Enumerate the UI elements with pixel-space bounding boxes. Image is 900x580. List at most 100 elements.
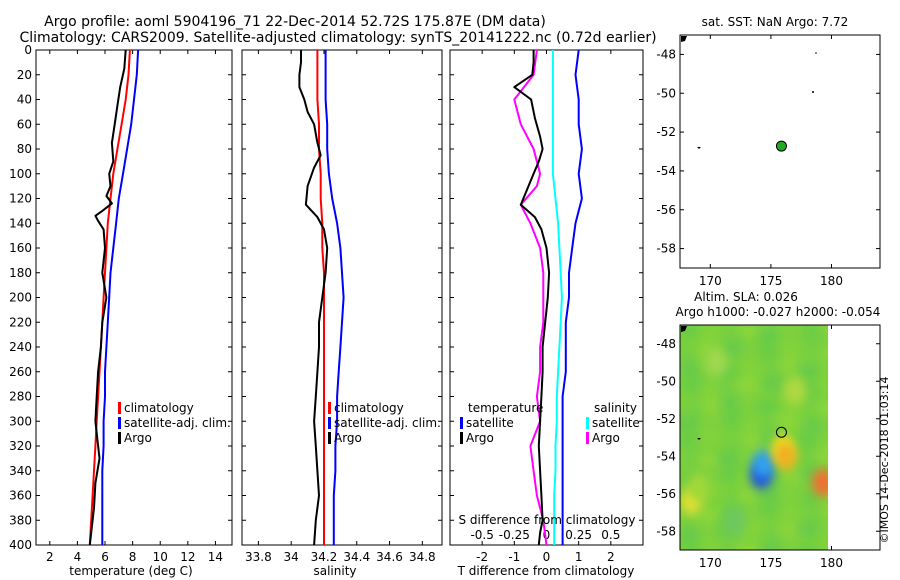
sla-cell — [804, 340, 826, 356]
s-diff-tick-label: 0 — [543, 528, 551, 542]
salinity-diff-legend-label: satellite — [592, 416, 640, 430]
sla-cell — [804, 505, 826, 521]
sla-cell — [817, 542, 828, 550]
sla-cell — [779, 523, 801, 539]
sla-anomaly — [812, 468, 828, 497]
sla_map-ytick-label: -48 — [656, 337, 676, 351]
depth-tick-label: 20 — [17, 68, 32, 82]
sla-cell — [763, 541, 785, 550]
depth-tick-label: 100 — [9, 167, 32, 181]
sla-cell — [743, 520, 765, 536]
sla-cell — [781, 539, 803, 550]
sla-cell — [784, 326, 806, 342]
sst_map-ytick-label: -50 — [656, 86, 676, 100]
sla-cell — [740, 417, 762, 433]
sla-cell — [719, 467, 741, 483]
temperature-legend-label: climatology — [124, 401, 194, 415]
sla-anomaly — [705, 348, 728, 377]
sla_map-ytick-label: -50 — [656, 374, 676, 388]
sst_map-xtick-label: 170 — [699, 274, 722, 288]
depth-tick-label: 80 — [17, 142, 32, 156]
sla-map-frame — [679, 324, 881, 551]
temperature-legend-swatch — [118, 432, 121, 444]
sst_map-xtick-label: 180 — [820, 274, 843, 288]
land-speck — [697, 147, 701, 149]
temperature-frame — [35, 49, 233, 546]
sla-cell — [699, 453, 721, 469]
sla-cell — [797, 521, 819, 537]
sla-cell — [718, 538, 740, 550]
salinity-legend-label: satellite-adj. clim. — [334, 416, 441, 430]
salinity-xtick-label: 34.2 — [311, 550, 338, 564]
sla-anomaly — [752, 449, 775, 478]
sla_map-ytick-label: -58 — [656, 524, 676, 538]
sla-cell — [739, 488, 761, 504]
title-line-2: Climatology: CARS2009. Satellite-adjuste… — [19, 30, 656, 46]
sla-cell — [682, 377, 704, 393]
land-speck — [681, 326, 687, 332]
s-difference-label: S difference from climatology — [459, 513, 636, 527]
temperature-climatology-line — [88, 49, 131, 546]
sla-cell — [782, 468, 804, 484]
sla-cell — [681, 448, 703, 464]
sla_map-ytick-label: -52 — [656, 412, 676, 426]
sla-cell — [739, 325, 761, 339]
temperature-xtick-label: 14 — [208, 550, 223, 564]
sla-cell — [820, 325, 828, 338]
s-diff-satellite-line — [551, 50, 563, 545]
sla_map-xtick-label: 170 — [699, 556, 722, 570]
salinity-climatology-line — [316, 50, 325, 545]
argo-position-marker — [775, 140, 787, 152]
temperature-legend-swatch — [118, 402, 121, 414]
sla_map-xtick-label: 175 — [759, 556, 782, 570]
depth-tick-label: 180 — [9, 266, 32, 280]
depth-tick-label: 360 — [9, 489, 32, 503]
temperature-xtick-label: 12 — [180, 550, 195, 564]
sla-cell — [759, 344, 781, 360]
sla-cell — [816, 448, 828, 464]
sst_map-ytick-label: -52 — [656, 125, 676, 139]
sla-cell — [741, 346, 763, 362]
temperature-legend-swatch — [118, 417, 121, 429]
land-speck — [815, 52, 817, 54]
sla-heatmap — [680, 325, 828, 550]
sla-cell — [702, 398, 724, 414]
depth-tick-label: 200 — [9, 291, 32, 305]
sla-cell — [724, 435, 746, 451]
s-diff-tick-label: -0.5 — [470, 528, 493, 542]
sst_map-ytick-label: -56 — [656, 203, 676, 217]
sla-cell — [761, 525, 783, 541]
sst-map-panel: -48 -50 -52 -54 -56 -58 170 175 180 — [656, 34, 881, 288]
depth-tick-label: 260 — [9, 365, 32, 379]
sla-cell — [700, 382, 722, 398]
sla-cell — [801, 395, 823, 411]
sla-cell — [757, 486, 779, 502]
s-diff-tick-label: -0.25 — [499, 528, 530, 542]
depth-tick-label: 220 — [9, 315, 32, 329]
salinity-legend-swatch — [328, 432, 331, 444]
differences-xtick-label: -2 — [476, 550, 488, 564]
salinity-xtick-label: 34 — [284, 550, 299, 564]
depth-tick-label: 300 — [9, 414, 32, 428]
sst_map-ytick-label: -48 — [656, 47, 676, 61]
sla-cell — [721, 325, 743, 341]
temperature-argo-line — [88, 49, 127, 546]
salinity-frame — [241, 49, 443, 546]
sla-cell — [741, 504, 763, 520]
salinity-xtick-label: 34.8 — [409, 550, 436, 564]
temperature-xtick-label: 4 — [74, 550, 82, 564]
sla-cell — [796, 434, 818, 450]
salinity-satellite-line — [324, 50, 345, 545]
salinity-xtick-label: 34.6 — [376, 550, 403, 564]
depth-tick-label: 320 — [9, 439, 32, 453]
sla-cell — [759, 502, 781, 518]
salinity-legend-label: Argo — [334, 431, 362, 445]
sst_map-xtick-label: 175 — [759, 274, 782, 288]
sla-anomaly — [723, 507, 746, 536]
sla-cell — [736, 543, 758, 550]
t-diff-satellite-line — [561, 49, 583, 545]
sla-cell — [704, 414, 726, 430]
salinity-argo-line — [298, 50, 329, 546]
salinity-legend-swatch — [328, 417, 331, 429]
